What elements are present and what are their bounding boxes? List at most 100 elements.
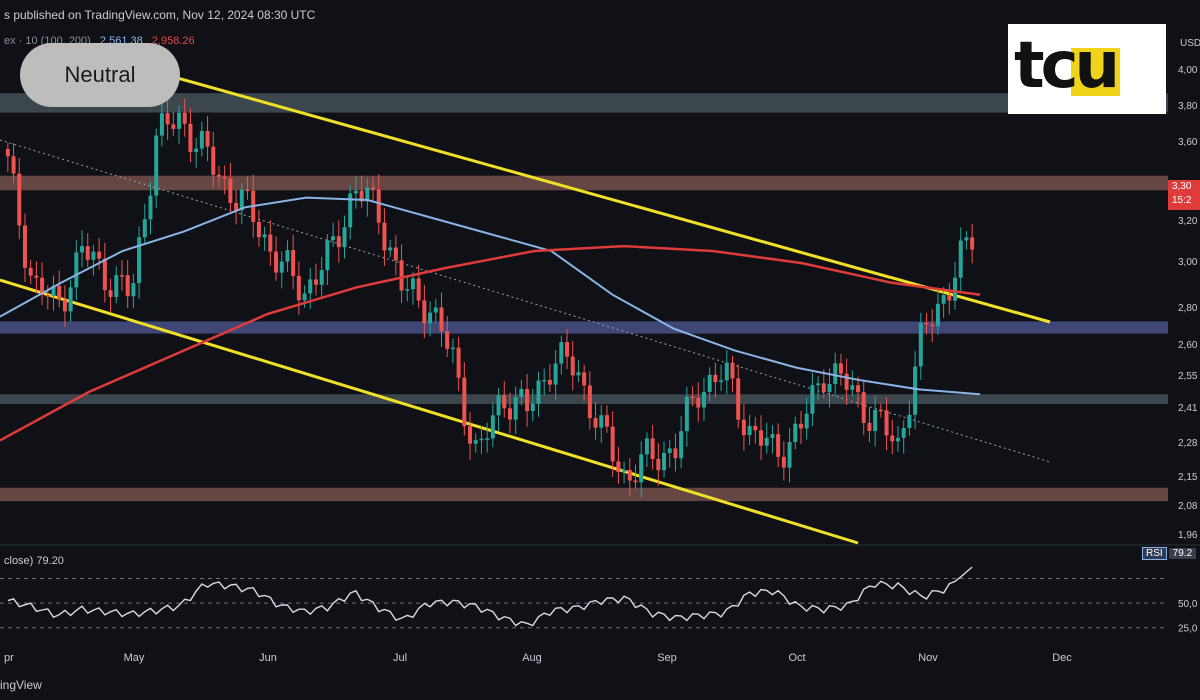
- candle-body: [308, 279, 313, 294]
- candle-body: [62, 299, 67, 312]
- x-tick-label: Aug: [522, 652, 542, 664]
- candle-body: [148, 195, 153, 220]
- candle-body: [890, 435, 895, 442]
- candle-body: [507, 408, 512, 420]
- candle-body: [376, 189, 381, 223]
- candle-body: [45, 295, 50, 297]
- candle-body: [821, 383, 826, 393]
- candle-body: [873, 409, 878, 431]
- candle-body: [690, 396, 695, 399]
- candle-body: [199, 130, 204, 149]
- candle-body: [399, 260, 404, 291]
- candle-body: [365, 187, 370, 202]
- candle-body: [901, 427, 906, 438]
- candle-body: [57, 285, 62, 300]
- candle-body: [40, 277, 45, 296]
- candle-body: [439, 307, 444, 332]
- sentiment-badge: Neutral: [20, 43, 180, 107]
- x-tick-label: pr: [4, 652, 14, 664]
- candle-body: [137, 237, 142, 284]
- candle-body: [262, 234, 267, 238]
- y-tick-label: 1,96: [1178, 530, 1198, 541]
- candle-body: [953, 277, 958, 301]
- rsi-label: close) 79.20: [4, 555, 64, 567]
- candle-body: [684, 396, 689, 432]
- candle-body: [713, 374, 718, 382]
- zone-2: [0, 321, 1168, 334]
- zone-1: [0, 175, 1168, 191]
- candle-body: [239, 189, 244, 211]
- candle-body: [667, 448, 672, 453]
- candle-body: [770, 434, 775, 438]
- candle-body: [91, 251, 96, 260]
- candle-body: [616, 461, 621, 473]
- rsi-tag-value: 79.2: [1168, 548, 1197, 559]
- candle-body: [525, 389, 530, 412]
- candle-body: [633, 480, 638, 483]
- candle-body: [559, 342, 564, 364]
- y-axis-title: USD: [1180, 38, 1200, 49]
- candle-body: [359, 190, 364, 202]
- candle-body: [131, 283, 136, 297]
- candle-body: [234, 202, 239, 211]
- candle-body: [935, 303, 940, 327]
- ma2-value: 2,958.26: [151, 35, 195, 47]
- logo-u: u: [1070, 26, 1120, 106]
- candle-body: [576, 372, 581, 376]
- tcu-logo: tcu: [1008, 24, 1166, 114]
- x-tick-label: Oct: [788, 652, 805, 664]
- rsi-tag-key: RSI: [1142, 547, 1167, 560]
- candle-body: [428, 312, 433, 324]
- candle-body: [485, 438, 490, 440]
- candle-body: [970, 237, 975, 250]
- candle-body: [211, 146, 216, 175]
- candle-body: [85, 246, 90, 260]
- candle-body: [371, 187, 376, 190]
- candle-body: [410, 278, 415, 290]
- candle-body: [313, 279, 318, 285]
- y-tick-label: 2,41: [1178, 403, 1198, 414]
- candle-body: [102, 258, 107, 291]
- candle-body: [536, 380, 541, 404]
- candle-body: [382, 222, 387, 251]
- rsi-level-label: 50,0: [1178, 599, 1198, 610]
- candle-body: [781, 456, 786, 468]
- candle-body: [142, 219, 147, 238]
- candle-body: [177, 112, 182, 129]
- y-tick-label: 3,20: [1178, 216, 1198, 227]
- candle-body: [22, 225, 27, 268]
- candle-body: [850, 385, 855, 390]
- candle-body: [97, 251, 102, 259]
- y-tick-label: 3,60: [1178, 137, 1198, 148]
- candle-body: [154, 135, 159, 196]
- candle-body: [291, 250, 296, 276]
- candle-body: [582, 372, 587, 386]
- x-tick-label: Jul: [393, 652, 407, 664]
- candle-body: [838, 363, 843, 374]
- candle-body: [565, 342, 570, 357]
- candle-body: [279, 261, 284, 273]
- candle-body: [958, 240, 963, 278]
- candle-body: [878, 409, 883, 412]
- x-tick-label: Nov: [918, 652, 938, 664]
- y-tick-label: 2,08: [1178, 501, 1198, 512]
- x-tick-label: Jun: [259, 652, 277, 664]
- ma200-line: [0, 244, 981, 442]
- candle-body: [496, 395, 501, 416]
- candle-body: [28, 267, 33, 276]
- candle-body: [171, 124, 176, 129]
- candle-body: [547, 379, 552, 385]
- candle-body: [473, 440, 478, 444]
- zone-4: [0, 487, 1168, 502]
- candle-body: [719, 380, 724, 382]
- upper-trendline: [94, 53, 1051, 324]
- candle-body: [68, 287, 73, 312]
- candle-body: [34, 275, 39, 278]
- candle-body: [450, 347, 455, 350]
- candle-body: [662, 452, 667, 471]
- candle-body: [724, 362, 729, 381]
- footer-brand: ingView: [0, 678, 42, 692]
- candle-body: [810, 385, 815, 414]
- candle-body: [302, 293, 307, 301]
